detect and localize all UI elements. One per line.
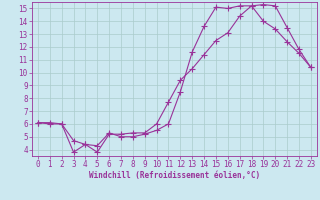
X-axis label: Windchill (Refroidissement éolien,°C): Windchill (Refroidissement éolien,°C) (89, 171, 260, 180)
